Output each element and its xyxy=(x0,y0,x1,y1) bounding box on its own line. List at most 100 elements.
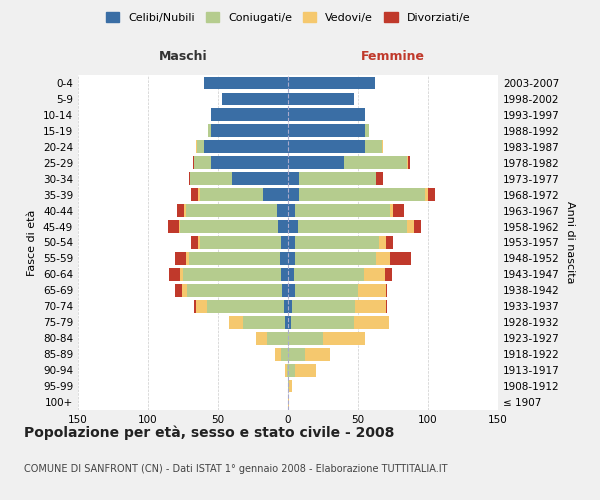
Bar xyxy=(288,124,365,137)
Bar xyxy=(178,204,184,217)
Text: COMUNE DI SANFRONT (CN) - Dati ISTAT 1° gennaio 2008 - Elaborazione TUTTITALIA.I: COMUNE DI SANFRONT (CN) - Dati ISTAT 1° … xyxy=(24,464,448,474)
Bar xyxy=(298,220,407,233)
Bar xyxy=(288,156,344,169)
Bar xyxy=(199,188,200,201)
Bar xyxy=(179,220,180,233)
Bar xyxy=(288,316,291,328)
Bar xyxy=(386,300,388,312)
Bar xyxy=(393,204,404,217)
Bar xyxy=(288,76,375,90)
Bar xyxy=(293,268,364,281)
Bar xyxy=(285,364,287,376)
Bar xyxy=(355,300,386,312)
Bar xyxy=(199,236,200,249)
Bar xyxy=(414,220,421,233)
Bar xyxy=(376,252,390,265)
Bar xyxy=(365,124,369,137)
Bar xyxy=(295,236,379,249)
Bar xyxy=(428,188,435,201)
Bar xyxy=(204,76,288,90)
Bar xyxy=(196,140,197,153)
Bar xyxy=(190,172,232,185)
Bar xyxy=(386,284,388,296)
Bar xyxy=(211,124,288,137)
Bar xyxy=(204,140,288,153)
Bar xyxy=(167,220,179,233)
Bar xyxy=(288,172,299,185)
Bar xyxy=(200,188,263,201)
Bar xyxy=(288,204,295,217)
Bar xyxy=(323,332,365,344)
Bar xyxy=(191,236,199,249)
Bar xyxy=(305,348,330,360)
Bar xyxy=(385,268,392,281)
Bar xyxy=(193,156,194,169)
Bar xyxy=(288,268,293,281)
Bar xyxy=(425,188,428,201)
Bar xyxy=(188,172,190,185)
Bar xyxy=(295,204,390,217)
Bar xyxy=(288,236,295,249)
Bar xyxy=(187,284,283,296)
Bar xyxy=(283,284,288,296)
Bar xyxy=(364,268,385,281)
Bar xyxy=(197,140,204,153)
Bar xyxy=(277,204,288,217)
Bar xyxy=(263,188,288,201)
Y-axis label: Fasce di età: Fasce di età xyxy=(28,210,37,276)
Bar xyxy=(284,300,288,312)
Bar xyxy=(180,268,183,281)
Bar xyxy=(295,364,316,376)
Bar xyxy=(281,268,288,281)
Bar xyxy=(291,316,354,328)
Bar xyxy=(288,188,299,201)
Bar xyxy=(169,268,180,281)
Bar xyxy=(390,252,411,265)
Bar xyxy=(292,300,355,312)
Bar xyxy=(288,220,298,233)
Bar xyxy=(180,220,278,233)
Bar xyxy=(288,284,295,296)
Bar xyxy=(243,316,285,328)
Bar xyxy=(256,332,267,344)
Bar xyxy=(288,364,295,376)
Bar xyxy=(299,172,376,185)
Bar xyxy=(299,188,425,201)
Bar xyxy=(183,268,281,281)
Text: Maschi: Maschi xyxy=(158,50,208,62)
Bar xyxy=(288,300,292,312)
Text: Popolazione per età, sesso e stato civile - 2008: Popolazione per età, sesso e stato civil… xyxy=(24,426,394,440)
Bar xyxy=(386,236,393,249)
Bar xyxy=(365,140,382,153)
Bar xyxy=(379,236,386,249)
Bar xyxy=(208,124,211,137)
Bar xyxy=(207,300,284,312)
Bar xyxy=(288,140,365,153)
Bar xyxy=(289,380,292,392)
Bar xyxy=(382,140,383,153)
Bar xyxy=(184,204,186,217)
Bar xyxy=(390,204,393,217)
Bar xyxy=(407,156,409,169)
Bar xyxy=(194,300,196,312)
Bar xyxy=(288,396,289,408)
Bar xyxy=(200,236,281,249)
Bar xyxy=(191,188,199,201)
Bar xyxy=(288,380,289,392)
Legend: Celibi/Nubili, Coniugati/e, Vedovi/e, Divorziati/e: Celibi/Nubili, Coniugati/e, Vedovi/e, Di… xyxy=(101,8,475,28)
Bar xyxy=(407,220,414,233)
Bar xyxy=(354,316,389,328)
Y-axis label: Anni di nascita: Anni di nascita xyxy=(565,201,575,284)
Bar xyxy=(196,300,207,312)
Bar xyxy=(186,204,277,217)
Bar xyxy=(186,252,188,265)
Bar xyxy=(281,236,288,249)
Bar xyxy=(175,284,182,296)
Bar xyxy=(275,348,281,360)
Bar xyxy=(288,252,295,265)
Bar xyxy=(182,284,187,296)
Bar xyxy=(194,156,211,169)
Bar xyxy=(222,92,288,106)
Bar xyxy=(288,92,354,106)
Bar xyxy=(232,172,288,185)
